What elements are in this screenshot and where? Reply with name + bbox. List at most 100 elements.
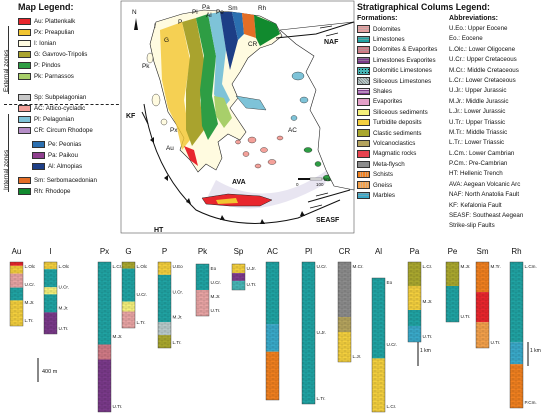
legend-swatch xyxy=(32,141,45,148)
map-label-px: Px xyxy=(170,127,178,134)
formations-title: Formations: xyxy=(357,15,398,22)
abbreviation-item: AVA: Aegean Volcanic Arc xyxy=(449,180,521,188)
map-label-pe: Pe xyxy=(216,9,224,16)
ionian-islands xyxy=(146,52,168,126)
column-age-label: U.Cr. xyxy=(137,292,147,297)
column-layer-pattern xyxy=(98,262,111,345)
formation-swatch xyxy=(357,139,370,148)
map-legend-item: Al: Almopias xyxy=(18,161,130,172)
column-age-label: U.Cr. xyxy=(317,264,327,269)
column-outline xyxy=(509,261,524,409)
column-title: Pk xyxy=(198,247,208,256)
internal-zones-label: Internal zones xyxy=(3,149,10,190)
zone-rhodope xyxy=(254,15,280,46)
column-age-label: Eo xyxy=(387,280,393,285)
column-age-label: L.Olc xyxy=(59,264,70,269)
formation-label: Volcanoclastics xyxy=(373,139,416,147)
map-label-rh: Rh xyxy=(258,5,267,12)
map-legend-item: Sp: Subpelagonian xyxy=(18,92,130,103)
column-layer-pattern xyxy=(98,344,111,360)
legend-swatch xyxy=(18,29,31,36)
legend-label: Rh: Rhodope xyxy=(34,188,71,195)
formation-label: Limestones xyxy=(373,36,405,44)
strat-legend: Stratigraphical Colums Legend: Formation… xyxy=(357,2,549,232)
column-title: Pa xyxy=(410,247,420,256)
column-age-label: L.Tr. xyxy=(173,340,182,345)
column-age-label: U.Cr. xyxy=(387,342,397,347)
zone-gavrovo xyxy=(182,18,204,146)
column-layer-pattern xyxy=(408,286,421,310)
abbreviation-item: L.Jr.: Lower Jurassic xyxy=(449,108,506,116)
abbreviation-item: HT: Hellenic Trench xyxy=(449,170,503,178)
abbreviation-item: SEASF: Southeast Aegean xyxy=(449,212,524,220)
map-label-cr: CR xyxy=(248,41,258,48)
external-zone-bracket xyxy=(8,26,12,94)
abbreviation-item: M.Jr.: Middle Jurassic xyxy=(449,97,509,105)
north-arrow-icon xyxy=(134,18,138,30)
column-layer-pattern xyxy=(44,287,57,295)
column-age-label: U.Cr. xyxy=(59,285,69,290)
column-age-label: U.Tr. xyxy=(113,404,123,409)
column-layer-pattern xyxy=(266,351,279,400)
column-layer-pattern xyxy=(158,274,171,323)
column-outline xyxy=(157,261,172,349)
legend-label: Pe: Peonias xyxy=(48,141,82,148)
column-layer-pattern xyxy=(302,262,315,404)
zone-divider xyxy=(4,104,124,105)
column-title: Px xyxy=(100,247,109,256)
strat-column-pk: Pk Eo U.Cr. M.Jr. U.Tr. xyxy=(195,247,221,317)
column-age-label: L.Tr. xyxy=(137,320,146,325)
column-layer-pattern xyxy=(510,342,523,365)
legend-label: Pk: Parnassos xyxy=(34,73,74,80)
trench-teeth xyxy=(150,137,305,224)
column-title: AC xyxy=(267,247,278,256)
formation-item: Dolomitic Limestones xyxy=(357,66,449,76)
formation-item: Turbidite deposits xyxy=(357,118,449,128)
formation-item: Gneiss xyxy=(357,180,449,190)
column-age-label: L.Olc xyxy=(137,264,148,269)
column-layer-pattern xyxy=(338,332,351,362)
seasf-fault xyxy=(307,189,351,203)
column-layer-pattern xyxy=(98,359,111,412)
column-age-label: M.Jr. xyxy=(423,299,433,304)
scale-hundred: 100 xyxy=(316,182,324,187)
map-label-pl: Pl xyxy=(192,9,198,16)
formation-item: Siliceous Limestones xyxy=(357,76,449,86)
column-age-label: U.Tr. xyxy=(423,334,433,339)
map-label-sm: Sm xyxy=(228,5,238,12)
abbreviation-item: M.Tr.: Middle Triassic xyxy=(449,128,508,136)
column-layer-pattern xyxy=(232,280,245,290)
abbreviation-item: P.Cm.: Pre-Cambrian xyxy=(449,160,508,168)
column-layer-pattern xyxy=(232,273,245,281)
formation-item: Limestones xyxy=(357,34,449,44)
column-age-label: M.Jr. xyxy=(461,264,471,269)
formation-swatch xyxy=(357,129,370,137)
formation-label: Siliceous Limestones xyxy=(373,77,432,85)
legend-label: P: Pindos xyxy=(34,62,61,69)
strat-column-pa: Pa L.Cr. M.Jr. U.Tr. xyxy=(407,247,433,343)
column-age-label: M.Jr. xyxy=(113,334,123,339)
legend-swatch xyxy=(18,177,31,184)
formation-item: Clastic sediments xyxy=(357,128,449,138)
formation-swatch xyxy=(357,77,370,85)
formation-label: Siliceous sediments xyxy=(373,108,428,116)
formation-label: Dolomites & Evaporites xyxy=(373,46,438,54)
column-age-label: U.Cr. xyxy=(173,289,183,294)
zone-preapulian xyxy=(160,22,190,150)
legend-label: Al: Almopias xyxy=(48,163,83,170)
column-layer-pattern xyxy=(476,262,489,293)
map-label-seasf: SEASF xyxy=(316,217,340,224)
column-layer-pattern xyxy=(510,364,523,408)
column-age-label: M.Jr. xyxy=(211,294,221,299)
column-age-label: M.Jr. xyxy=(173,315,183,320)
external-zone-list: Au: Plattenkalk Px: Preapulian I: Ionian G:… xyxy=(2,16,130,82)
column-title: CR xyxy=(339,247,351,256)
formation-swatch xyxy=(357,46,370,54)
column-layer-pattern xyxy=(10,262,23,266)
column-age-label: L.Olc xyxy=(25,264,36,269)
formation-item: Shales xyxy=(357,86,449,96)
formation-label: Dolomitic Limestones xyxy=(373,67,432,75)
scale-unit: km xyxy=(324,177,330,182)
strat-columns: Au L.Olc U.Cr. M.Jr. L.Tr. I L.Olc U.Cr. M.Jr. U.… xyxy=(0,242,550,414)
legend-label: Sm: Serbomacedonian xyxy=(34,177,97,184)
